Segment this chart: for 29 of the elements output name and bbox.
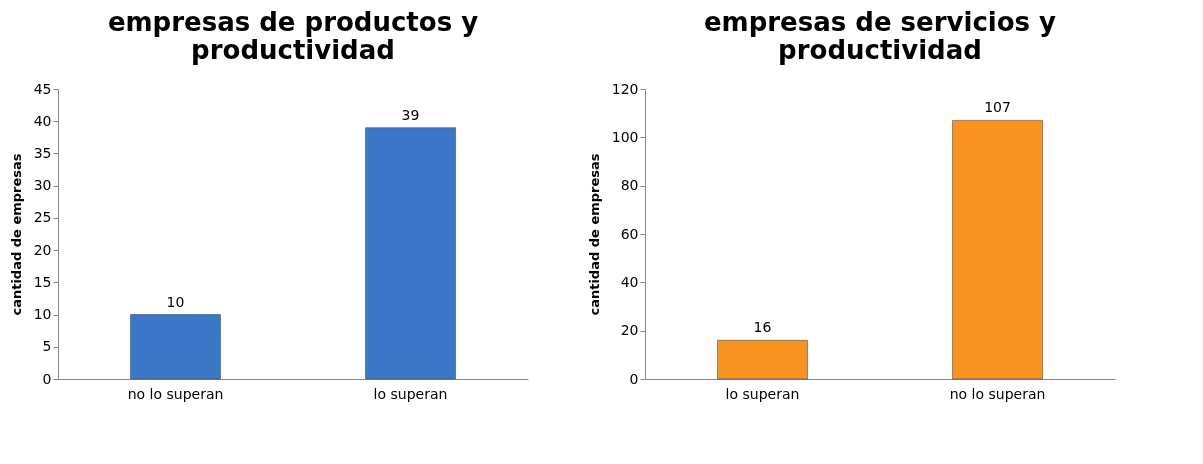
y-tick-label: 80: [620, 177, 639, 194]
y-tick-label: 0: [42, 370, 52, 387]
x-tick-label: no lo superan: [127, 385, 224, 402]
y-tick-label: 25: [33, 209, 52, 226]
y-tick-label: 40: [33, 112, 52, 129]
chart-title: empresas de servicios y productividad: [703, 7, 1057, 65]
y-tick-label: 30: [33, 177, 52, 194]
data-label: 107: [984, 99, 1011, 116]
data-label: 16: [753, 319, 772, 336]
y-tick-label: 10: [33, 306, 52, 323]
y-axis-title: cantidad de empresas: [586, 153, 602, 316]
y-tick-label: 40: [620, 273, 639, 290]
y-tick-label: 0: [629, 370, 639, 387]
y-axis-title: cantidad de empresas: [8, 153, 24, 316]
x-tick-label: lo superan: [373, 385, 448, 402]
y-tick-label: 35: [33, 144, 52, 161]
y-tick-label: 5: [42, 338, 52, 355]
x-tick-label: lo superan: [725, 385, 800, 402]
y-tick-label: 45: [33, 80, 52, 97]
y-tick-label: 60: [620, 225, 639, 242]
y-tick-label: 20: [620, 322, 639, 339]
chart-title: empresas de productos y productividad: [107, 7, 479, 65]
data-label: 39: [401, 106, 420, 123]
y-tick-label: 15: [33, 273, 52, 290]
y-tick-label: 20: [33, 241, 52, 258]
y-tick-label: 100: [611, 128, 639, 145]
x-tick-label: no lo superan: [949, 385, 1046, 402]
y-tick-label: 120: [611, 80, 639, 97]
data-label: 10: [166, 293, 185, 310]
